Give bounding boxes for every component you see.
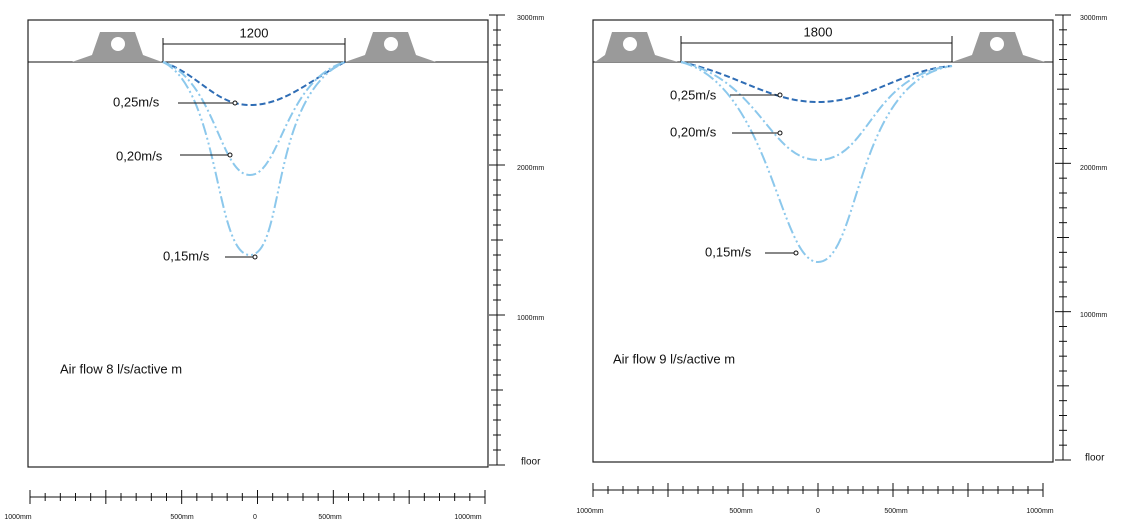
airflow-label: Air flow 8 l/s/active m <box>60 361 182 376</box>
velocity-label: 0,20m/s <box>116 148 163 163</box>
airflow-label: Air flow 9 l/s/active m <box>613 351 735 366</box>
curve <box>162 61 346 257</box>
dimension-label: 1800 <box>804 24 833 39</box>
curve <box>162 61 346 177</box>
velocity-label: 0,25m/s <box>113 94 160 109</box>
curve <box>680 61 953 264</box>
vertical-scale-label: floor <box>1085 453 1105 464</box>
curve <box>680 61 953 104</box>
horizontal-scale-label: 500mm <box>170 514 194 521</box>
horizontal-scale-label: 500mm <box>884 508 908 515</box>
horizontal-scale-label: 1000mm <box>4 514 31 521</box>
horizontal-scale-label: 1000mm <box>576 508 603 515</box>
leader-dot <box>777 130 783 136</box>
vertical-scale-label: 2000mm <box>517 165 544 172</box>
diffuser-hole <box>990 37 1004 51</box>
velocity-label: 0,20m/s <box>670 124 717 139</box>
leader-dot <box>227 152 233 158</box>
vertical-scale-label: 1000mm <box>1080 312 1107 319</box>
diffuser-hole <box>111 37 125 51</box>
horizontal-scale-label: 0 <box>816 508 820 515</box>
velocity-label: 0,15m/s <box>163 248 210 263</box>
frame <box>27 19 489 468</box>
horizontal-scale-label: 0 <box>253 514 257 521</box>
vertical-scale-label: 2000mm <box>1080 165 1107 172</box>
vertical-scale-label: 3000mm <box>517 15 544 22</box>
dimension-label: 1200 <box>240 25 269 40</box>
velocity-label: 0,15m/s <box>705 244 752 259</box>
velocity-label: 0,25m/s <box>670 87 717 102</box>
curve <box>162 61 346 107</box>
leader-dot <box>232 100 238 106</box>
vertical-scale-label: 3000mm <box>1080 15 1107 22</box>
vertical-scale-label: floor <box>521 457 541 468</box>
frame <box>592 19 1054 463</box>
vertical-scale-label: 1000mm <box>517 315 544 322</box>
curve <box>680 61 953 162</box>
panel: 1800 0,25m/s 0,20m/s 0,15m/s Air flow 9 … <box>592 19 1054 463</box>
leader-dot <box>793 250 799 256</box>
panel: 1200 0,25m/s 0,20m/s 0,15m/s Air flow 8 … <box>27 19 489 468</box>
diffuser <box>595 32 678 62</box>
diffuser-hole <box>384 37 398 51</box>
diffuser-hole <box>623 37 637 51</box>
leader-dot <box>777 92 783 98</box>
horizontal-scale-label: 1000mm <box>454 514 481 521</box>
horizontal-scale-label: 500mm <box>318 514 342 521</box>
horizontal-scale-label: 500mm <box>729 508 753 515</box>
horizontal-scale-label: 1000mm <box>1026 508 1053 515</box>
leader-dot <box>252 254 258 260</box>
